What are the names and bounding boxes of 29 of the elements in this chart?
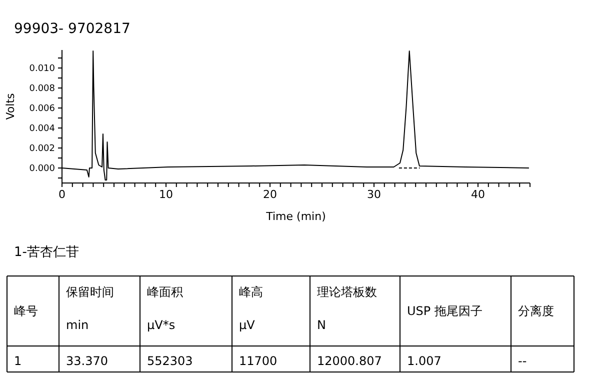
y-tick-label: 0.000 — [29, 164, 56, 174]
x-tick-label: 10 — [159, 188, 173, 201]
y-tick-label: 0.008 — [29, 84, 56, 94]
x-tick-label: 0 — [58, 188, 66, 201]
text: 1 — [14, 354, 22, 368]
text: USP 拖尾因子 — [407, 304, 482, 318]
text: 552303 — [147, 354, 193, 368]
text: 峰高 μV — [239, 285, 263, 332]
text: 11700 — [239, 354, 278, 368]
y-tick-label: 0.002 — [29, 144, 55, 154]
text: 峰号 — [14, 304, 38, 318]
text: 分离度 — [518, 304, 554, 318]
text: 峰面积 μV*s — [147, 285, 183, 332]
text: 12000.807 — [317, 354, 382, 368]
y-tick-label: 0.004 — [29, 124, 56, 134]
x-tick-label: 30 — [367, 188, 381, 201]
chart-title: 99903- 9702817 — [14, 21, 130, 37]
text: 1-苦杏仁苷 — [14, 245, 79, 260]
text: -- — [518, 354, 527, 368]
y-tick-label: 0.010 — [29, 64, 56, 74]
text: 1.007 — [407, 354, 442, 368]
y-axis-title: Volts — [4, 92, 17, 120]
x-tick-label: 20 — [263, 188, 277, 201]
text: 33.370 — [66, 354, 108, 368]
y-tick-label: 0.006 — [29, 104, 56, 114]
text: 理论塔板数 N — [317, 285, 377, 332]
x-axis-title: Time (min) — [265, 210, 326, 223]
text: 保留时间 min — [66, 285, 114, 332]
x-tick-label: 40 — [471, 188, 485, 201]
